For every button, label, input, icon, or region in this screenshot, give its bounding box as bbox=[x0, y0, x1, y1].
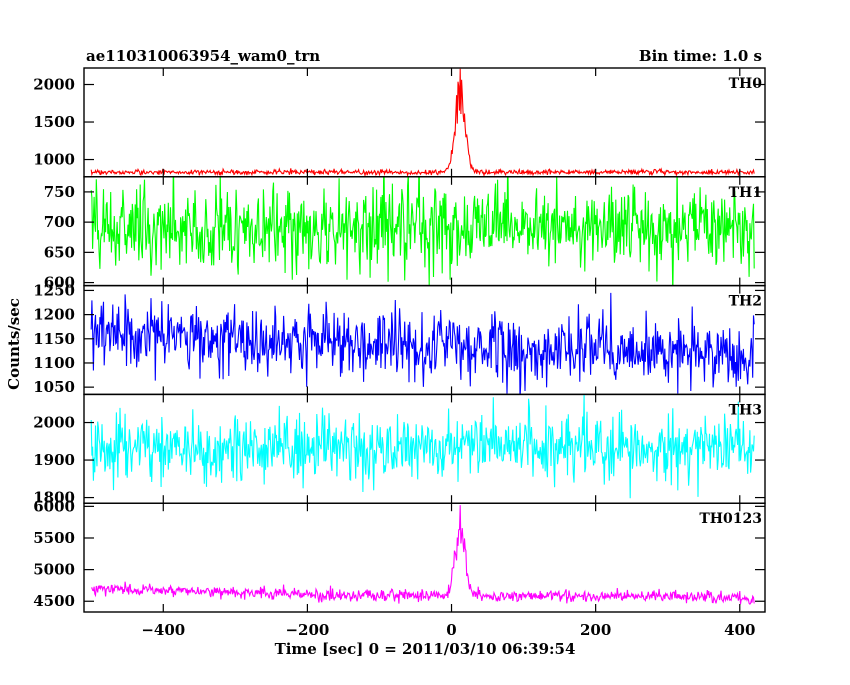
y-tick-label: 1900 bbox=[33, 451, 75, 469]
y-tick-label: 650 bbox=[44, 243, 75, 261]
panel-th2: 1050 1100 1150 1200 1250 TH2 bbox=[33, 281, 766, 396]
panel-frame bbox=[83, 67, 766, 178]
y-tick-label: 1150 bbox=[33, 330, 75, 348]
y-axis-label: Counts/sec bbox=[5, 298, 23, 390]
y-tick-label: 1200 bbox=[33, 306, 75, 324]
y-tick-label: 5500 bbox=[33, 529, 75, 547]
x-tick-label: −200 bbox=[285, 621, 329, 639]
y-tick-label: 4500 bbox=[33, 592, 75, 610]
panel-th0123: 4500 5000 5500 6000 TH0123 bbox=[33, 497, 766, 613]
x-axis: −400 −200 0 200 400 bbox=[141, 621, 755, 639]
panel-frame bbox=[83, 502, 766, 613]
panel-label-th1: TH1 bbox=[729, 185, 762, 201]
header-bin-time: Bin time: 1.0 s bbox=[639, 47, 762, 65]
y-tick-label: 1800 bbox=[33, 489, 75, 507]
x-tick-label: 0 bbox=[446, 621, 456, 639]
panel-label-th0: TH0 bbox=[729, 76, 763, 92]
panel-th0: 1000 1500 2000 TH0 bbox=[33, 67, 766, 178]
y-tick-label: 1000 bbox=[33, 151, 75, 169]
y-tick-label: 600 bbox=[44, 274, 75, 292]
series-line-th3 bbox=[90, 394, 755, 499]
series-line-th0123 bbox=[91, 505, 755, 605]
series-line-th0 bbox=[90, 68, 755, 177]
x-tick-label: 200 bbox=[580, 621, 611, 639]
panels-layer: 1000 1500 2000 TH0 600 650 700 750 TH1 1050 1100 11… bbox=[33, 67, 766, 613]
x-axis-label: Time [sec] 0 = 2011/03/10 06:39:54 bbox=[275, 640, 576, 658]
y-tick-label: 1500 bbox=[33, 113, 75, 131]
panel-label-th0123: TH0123 bbox=[699, 511, 762, 527]
series-line-th2 bbox=[90, 292, 755, 395]
y-tick-label: 2000 bbox=[33, 76, 75, 94]
y-tick-label: 1250 bbox=[33, 281, 75, 299]
y-tick-label: 1100 bbox=[33, 354, 75, 372]
panel-th1: 600 650 700 750 TH1 bbox=[44, 176, 766, 292]
y-tick-label: 6000 bbox=[33, 497, 75, 515]
y-tick-label: 2000 bbox=[33, 414, 75, 432]
panel-label-th3: TH3 bbox=[729, 402, 762, 418]
x-tick-label: −400 bbox=[141, 621, 185, 639]
panel-label-th2: TH2 bbox=[729, 294, 762, 310]
y-tick-label: 5000 bbox=[33, 561, 75, 579]
y-tick-label: 750 bbox=[44, 183, 75, 201]
y-tick-label: 1050 bbox=[33, 378, 75, 396]
header-title: ae110310063954_wam0_trn bbox=[86, 47, 320, 65]
x-tick-label: 400 bbox=[724, 621, 755, 639]
y-tick-label: 700 bbox=[44, 213, 75, 231]
series-line-th1 bbox=[90, 176, 755, 286]
panel-th3: 1800 1900 2000 TH3 bbox=[33, 393, 766, 507]
